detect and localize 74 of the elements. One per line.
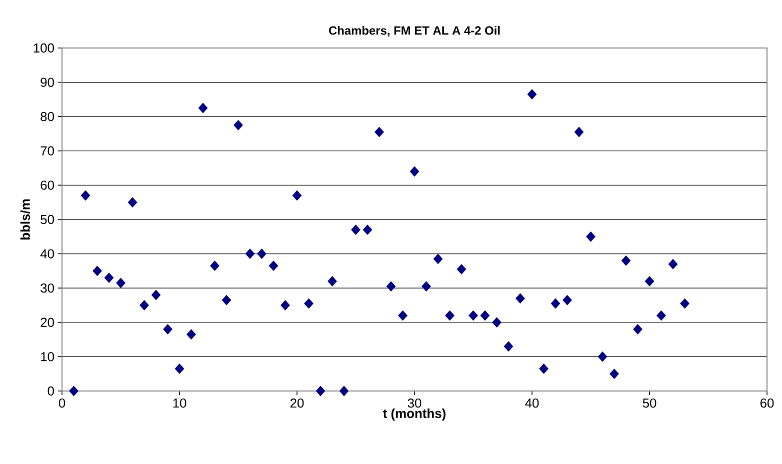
y-tick-label: 40 (40, 249, 54, 258)
point (292, 190, 302, 201)
point (610, 368, 619, 380)
point (257, 248, 266, 259)
point (456, 264, 466, 274)
point (398, 310, 408, 321)
y-tick-label: 60 (40, 180, 54, 190)
point (362, 224, 372, 235)
point (104, 272, 114, 283)
point (656, 310, 666, 321)
point (621, 255, 631, 266)
point (480, 310, 490, 321)
chart-title: Chambers, FM ET AL A 4-2 Oil (328, 26, 500, 36)
y-axis-title: bbls/m (20, 199, 30, 240)
x-tick-label: 50 (642, 398, 656, 408)
point (69, 386, 78, 396)
point (468, 310, 478, 321)
point (433, 254, 443, 264)
x-tick-label: 10 (173, 398, 186, 408)
point (574, 126, 584, 138)
point (222, 294, 232, 306)
point (128, 197, 138, 208)
point (198, 102, 208, 114)
point (422, 281, 431, 292)
y-tick-label: 10 (41, 352, 54, 362)
point (316, 386, 326, 396)
point (516, 293, 525, 304)
point (492, 317, 502, 328)
x-tick-label: 40 (525, 398, 539, 408)
point (234, 120, 243, 130)
point (268, 260, 278, 271)
point (280, 300, 290, 310)
point (328, 276, 337, 286)
point (586, 231, 596, 242)
x-axis-title: t (months) (383, 408, 446, 421)
point (386, 281, 396, 292)
point (210, 260, 220, 271)
y-tick-label: 50 (40, 214, 54, 224)
point (374, 126, 384, 138)
point (339, 386, 349, 396)
y-tick-label: 80 (40, 112, 54, 122)
point (304, 298, 314, 309)
point (504, 341, 514, 352)
y-tick-label: 100 (34, 43, 54, 53)
y-tick-label: 0 (48, 386, 54, 396)
point (527, 89, 537, 100)
point (351, 224, 360, 235)
point (562, 294, 572, 306)
point (668, 258, 678, 270)
point (644, 276, 654, 286)
y-tick-label: 30 (40, 283, 54, 293)
x-tick-label: 20 (290, 398, 304, 408)
point (163, 324, 172, 334)
y-tick-label: 20 (40, 318, 54, 327)
y-tick-label: 90 (40, 78, 54, 87)
point (680, 298, 690, 309)
point (186, 329, 196, 340)
point (174, 363, 184, 374)
point (410, 166, 420, 177)
y-tick-label: 70 (40, 146, 54, 156)
x-tick-label: 60 (760, 398, 774, 408)
x-tick-label: 0 (58, 398, 66, 408)
point (151, 290, 161, 300)
point (598, 351, 608, 362)
point (116, 278, 126, 288)
x-tick-label: 30 (408, 398, 422, 408)
point (140, 300, 149, 310)
point (633, 324, 642, 334)
point (92, 266, 102, 276)
point (550, 298, 560, 309)
point (539, 363, 548, 374)
point (245, 248, 255, 259)
point (80, 190, 90, 201)
point (445, 310, 454, 321)
